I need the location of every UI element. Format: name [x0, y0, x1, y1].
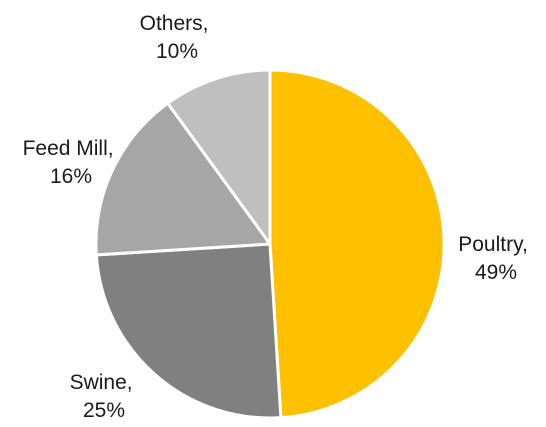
label-poultry-name: Poultry,	[458, 233, 528, 256]
label-poultry-value: 49%	[475, 261, 517, 284]
label-swine-value: 25%	[83, 399, 125, 422]
label-poultry: Poultry, 49%	[458, 233, 533, 284]
label-swine-name: Swine,	[70, 371, 133, 394]
label-others-name: Others,	[140, 12, 209, 35]
pie-slices	[94, 68, 446, 420]
slice-swine	[94, 242, 283, 420]
label-feed-mill-value: 16%	[50, 165, 92, 188]
slice-others	[166, 68, 272, 246]
slice-feed-mill	[94, 101, 272, 257]
label-feed-mill-name: Feed Mill,	[23, 137, 114, 160]
label-others: Others, 10%	[140, 12, 215, 63]
label-feed-mill: Feed Mill, 16%	[23, 137, 120, 188]
label-swine: Swine, 25%	[70, 371, 139, 422]
label-others-value: 10%	[156, 40, 198, 63]
slice-poultry	[268, 68, 446, 420]
